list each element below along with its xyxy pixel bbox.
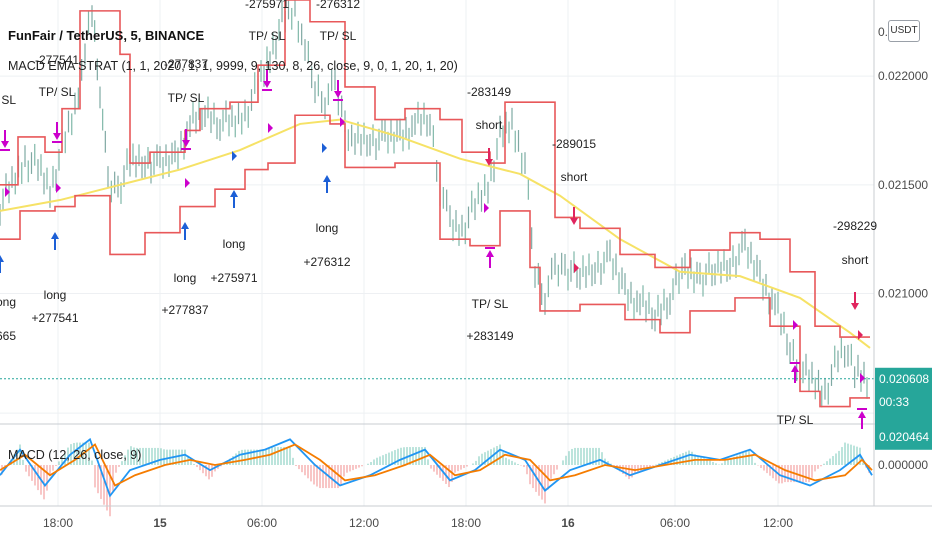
exit-signal-arrow: [263, 81, 271, 88]
signal-annotation-label: -277837: [164, 57, 208, 71]
channel-upper-line: [0, 0, 870, 338]
price-tick-label: 0.022000: [878, 69, 928, 83]
exit-signal-arrow: [1, 141, 9, 148]
signal-annotation-label: +277541: [31, 311, 78, 325]
time-tick-label: 06:00: [660, 516, 690, 530]
price-tick-label: 0.021000: [878, 287, 928, 301]
macd-pane[interactable]: [0, 437, 873, 517]
short-signal-arrow: [851, 303, 859, 310]
signal-annotation-label: TP/ SL: [320, 29, 357, 43]
long-signal-arrow: [0, 255, 4, 262]
signal-annotation-label: short: [476, 118, 503, 132]
time-tick-label: 18:00: [451, 516, 481, 530]
trade-flag-marker: [56, 183, 61, 193]
signal-annotation-label: TP/ SL: [0, 93, 16, 107]
exit-signal-arrow: [858, 411, 866, 418]
time-tick-label: 12:00: [763, 516, 793, 530]
trade-flag-marker: [268, 123, 273, 133]
signal-annotation-label: -276312: [316, 0, 360, 11]
long-signal-arrow: [181, 222, 189, 229]
signal-annotation-label: +275971: [210, 271, 257, 285]
grid: [0, 0, 874, 506]
trade-flag-marker: [484, 203, 489, 213]
signal-annotation-label: long: [316, 221, 339, 235]
time-tick-label: 16: [561, 516, 575, 530]
signal-annotation-label: -283149: [467, 85, 511, 99]
trade-flag-marker: [185, 178, 190, 188]
signal-annotation-label: -298229: [833, 219, 877, 233]
signal-annotation-label: +283149: [466, 329, 513, 343]
signals: long 6665 long +277541 long +277837 long +27597…: [0, 0, 877, 429]
signal-annotation-label: 6665: [0, 329, 16, 343]
trade-flag-marker: [574, 263, 579, 273]
signal-annotation-label: TP/ SL: [168, 91, 205, 105]
signal-annotation-label: -275971: [245, 0, 289, 11]
trade-flag-marker: [793, 320, 798, 330]
trade-flag-marker: [232, 151, 237, 161]
axes: 18:00 15 06:00 12:00 18:00 16 06:00 12:00 0.0220…: [0, 0, 932, 530]
signal-annotation-label: TP/ SL: [39, 85, 76, 99]
macd-signal-line: [0, 443, 873, 487]
signal-annotation-label: short: [842, 253, 869, 267]
time-tick-label: 12:00: [349, 516, 379, 530]
macd-tick-label: 0.000000: [878, 458, 928, 472]
last-price-label: 0.020608: [879, 372, 929, 386]
exit-signal-arrow: [486, 250, 494, 257]
price-pane[interactable]: [0, 0, 874, 408]
last-price-tag: [875, 367, 932, 450]
trade-flag-marker: [858, 330, 863, 340]
exit-signal-arrow: [791, 365, 799, 372]
trade-flag-marker: [5, 187, 10, 197]
trade-flag-marker: [340, 117, 345, 127]
channel-lower-line: [0, 114, 870, 408]
signal-annotation-label: TP/ SL: [777, 413, 814, 427]
signal-annotation-label: TP/ SL: [472, 297, 509, 311]
time-tick-label: 15: [153, 516, 167, 530]
bar-countdown-label: 00:33: [879, 395, 909, 409]
macd-line: [0, 437, 873, 498]
signal-annotation-label: +277837: [161, 303, 208, 317]
price-tick-label-partial: 0.: [878, 25, 888, 39]
time-tick-label: 06:00: [247, 516, 277, 530]
currency-selector[interactable]: USDT: [888, 20, 920, 42]
trade-flag-marker: [322, 143, 327, 153]
signal-annotation-label: long: [44, 288, 67, 302]
macd-label: MACD (12, 26, close, 9): [8, 448, 141, 462]
exit-signal-arrow: [334, 91, 342, 98]
long-signal-arrow: [51, 232, 59, 239]
price-tick-label: 0.021500: [878, 178, 928, 192]
exit-signal-arrow: [182, 140, 190, 147]
signal-annotation-label: short: [561, 170, 588, 184]
signal-annotation-label: long: [0, 295, 16, 309]
signal-annotation-label: -277541: [35, 53, 79, 67]
signal-annotation-label: long: [174, 271, 197, 285]
time-tick-label: 18:00: [43, 516, 73, 530]
ema-line: [0, 118, 871, 349]
signal-annotation-label: long: [223, 237, 246, 251]
trade-flag-marker: [860, 373, 865, 383]
symbol-title: FunFair / TetherUS, 5, BINANCE: [8, 28, 205, 43]
short-signal-arrow: [485, 159, 493, 166]
signal-annotation-label: +276312: [303, 255, 350, 269]
signal-annotation-label: TP/ SL: [249, 29, 286, 43]
long-signal-arrow: [230, 190, 238, 197]
exit-signal-arrow: [53, 133, 61, 140]
short-signal-arrow: [570, 218, 578, 225]
strategy-label: MACD EMA STRAT (1, 1, 2020, 1, 1, 9999, …: [8, 59, 458, 73]
long-signal-arrow: [323, 175, 331, 182]
signal-annotation-label: -289015: [552, 137, 596, 151]
lower-price-tag-label: 0.020464: [879, 430, 929, 444]
